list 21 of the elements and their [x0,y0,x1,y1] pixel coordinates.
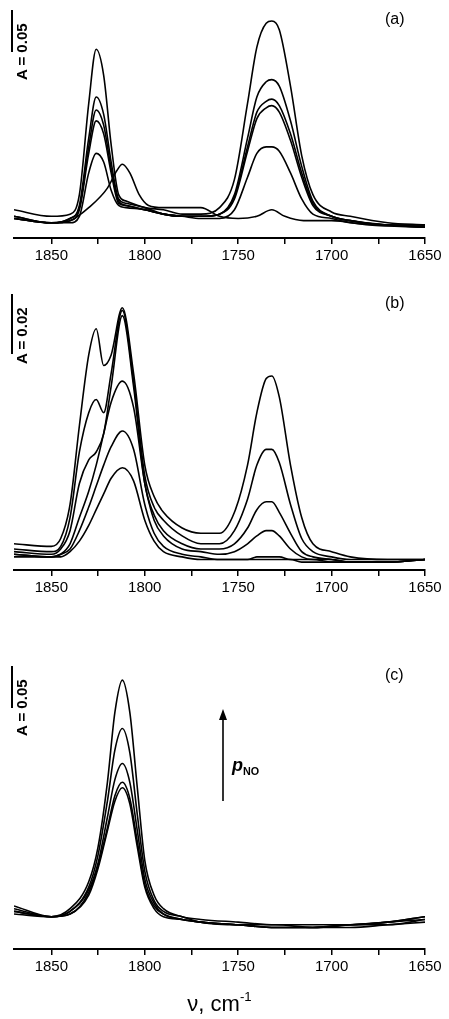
x-tick-label: 1650 [408,957,442,975]
x-tick-label: 1750 [221,246,255,264]
annotation: (c) [385,666,404,683]
annotation: (a) [385,10,405,27]
annotation: A = 0.05 [13,679,30,736]
x-tick-label: 1650 [408,578,442,596]
x-tick-label: 1700 [314,578,349,596]
x-tick-label: 1700 [314,246,349,264]
x-tick-label: 1800 [128,957,162,975]
x-tick-label: 1850 [34,957,69,975]
annotation: A = 0.05 [13,23,30,80]
x-tick-label: 1850 [34,246,69,264]
x-tick-label: 1800 [128,246,162,264]
annotation: A = 0.02 [13,307,30,364]
x-tick-label: 1650 [408,246,442,264]
x-tick-label: 1800 [128,578,162,596]
x-tick-label: 1850 [34,578,69,596]
x-tick-label: 1700 [314,957,349,975]
x-tick-label: 1750 [221,957,255,975]
x-tick-label: 1750 [221,578,255,596]
annotation: (b) [385,294,405,311]
